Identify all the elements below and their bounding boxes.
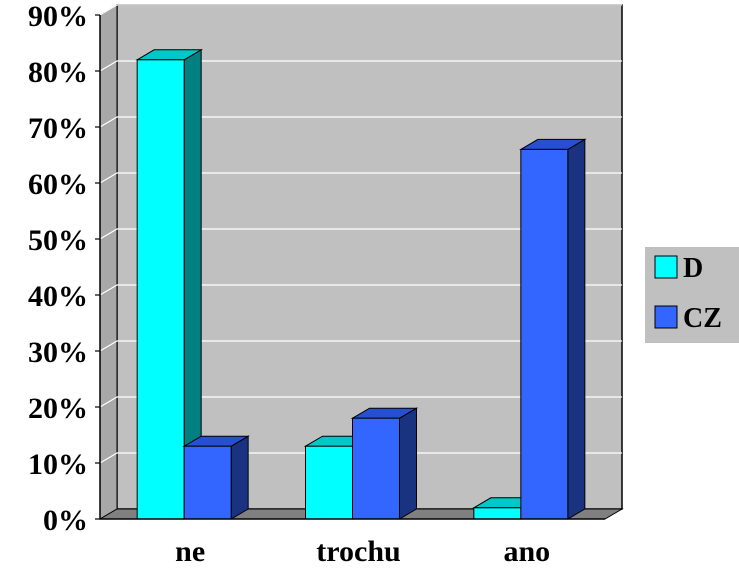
legend-swatch-CZ	[654, 305, 678, 329]
y-tick-label: 50%	[28, 224, 88, 257]
bar-side-CZ-ne	[230, 435, 249, 520]
bar-CZ-ano	[520, 148, 569, 520]
side-wall	[99, 4, 118, 520]
y-tick-label: 30%	[28, 336, 88, 369]
gridline	[99, 116, 622, 128]
bar-side-CZ-trochu	[399, 407, 417, 520]
y-axis: 0% 10% 20% 30% 40% 50% 60% 70% 80% 90%	[28, 0, 101, 537]
gridline	[99, 172, 622, 184]
y-tick-label: 60%	[28, 168, 88, 201]
gridline	[99, 340, 622, 352]
y-tick-label: 80%	[28, 56, 88, 89]
bars	[135, 48, 587, 520]
legend-label: CZ	[683, 303, 722, 334]
bar-D-trochu	[305, 445, 353, 520]
gridline	[99, 60, 622, 72]
bar-CZ-ne	[183, 445, 232, 520]
gridline	[99, 4, 622, 16]
bar-CZ-trochu	[352, 417, 400, 520]
y-tick-label: 70%	[28, 112, 88, 145]
legend: D CZ	[645, 247, 739, 343]
legend-swatch-D	[654, 255, 678, 279]
x-axis: ne trochu ano	[100, 518, 605, 568]
gridline	[99, 228, 622, 240]
y-tick-label: 20%	[28, 392, 88, 425]
gridline	[99, 452, 622, 464]
x-tick-label: trochu	[316, 535, 400, 568]
x-tick-label: ano	[503, 535, 550, 568]
bar-D-ano	[473, 507, 522, 520]
y-tick-label: 0%	[43, 504, 88, 537]
y-tick-label: 40%	[28, 280, 88, 313]
bar-side-CZ-ano	[567, 138, 586, 520]
bar-D-ne	[136, 59, 185, 520]
x-tick-label: ne	[175, 535, 205, 568]
y-tick-label: 10%	[28, 448, 88, 481]
gridline	[99, 284, 622, 296]
gridline	[99, 396, 622, 408]
legend-label: D	[683, 253, 703, 284]
y-tick-label: 90%	[28, 0, 88, 33]
